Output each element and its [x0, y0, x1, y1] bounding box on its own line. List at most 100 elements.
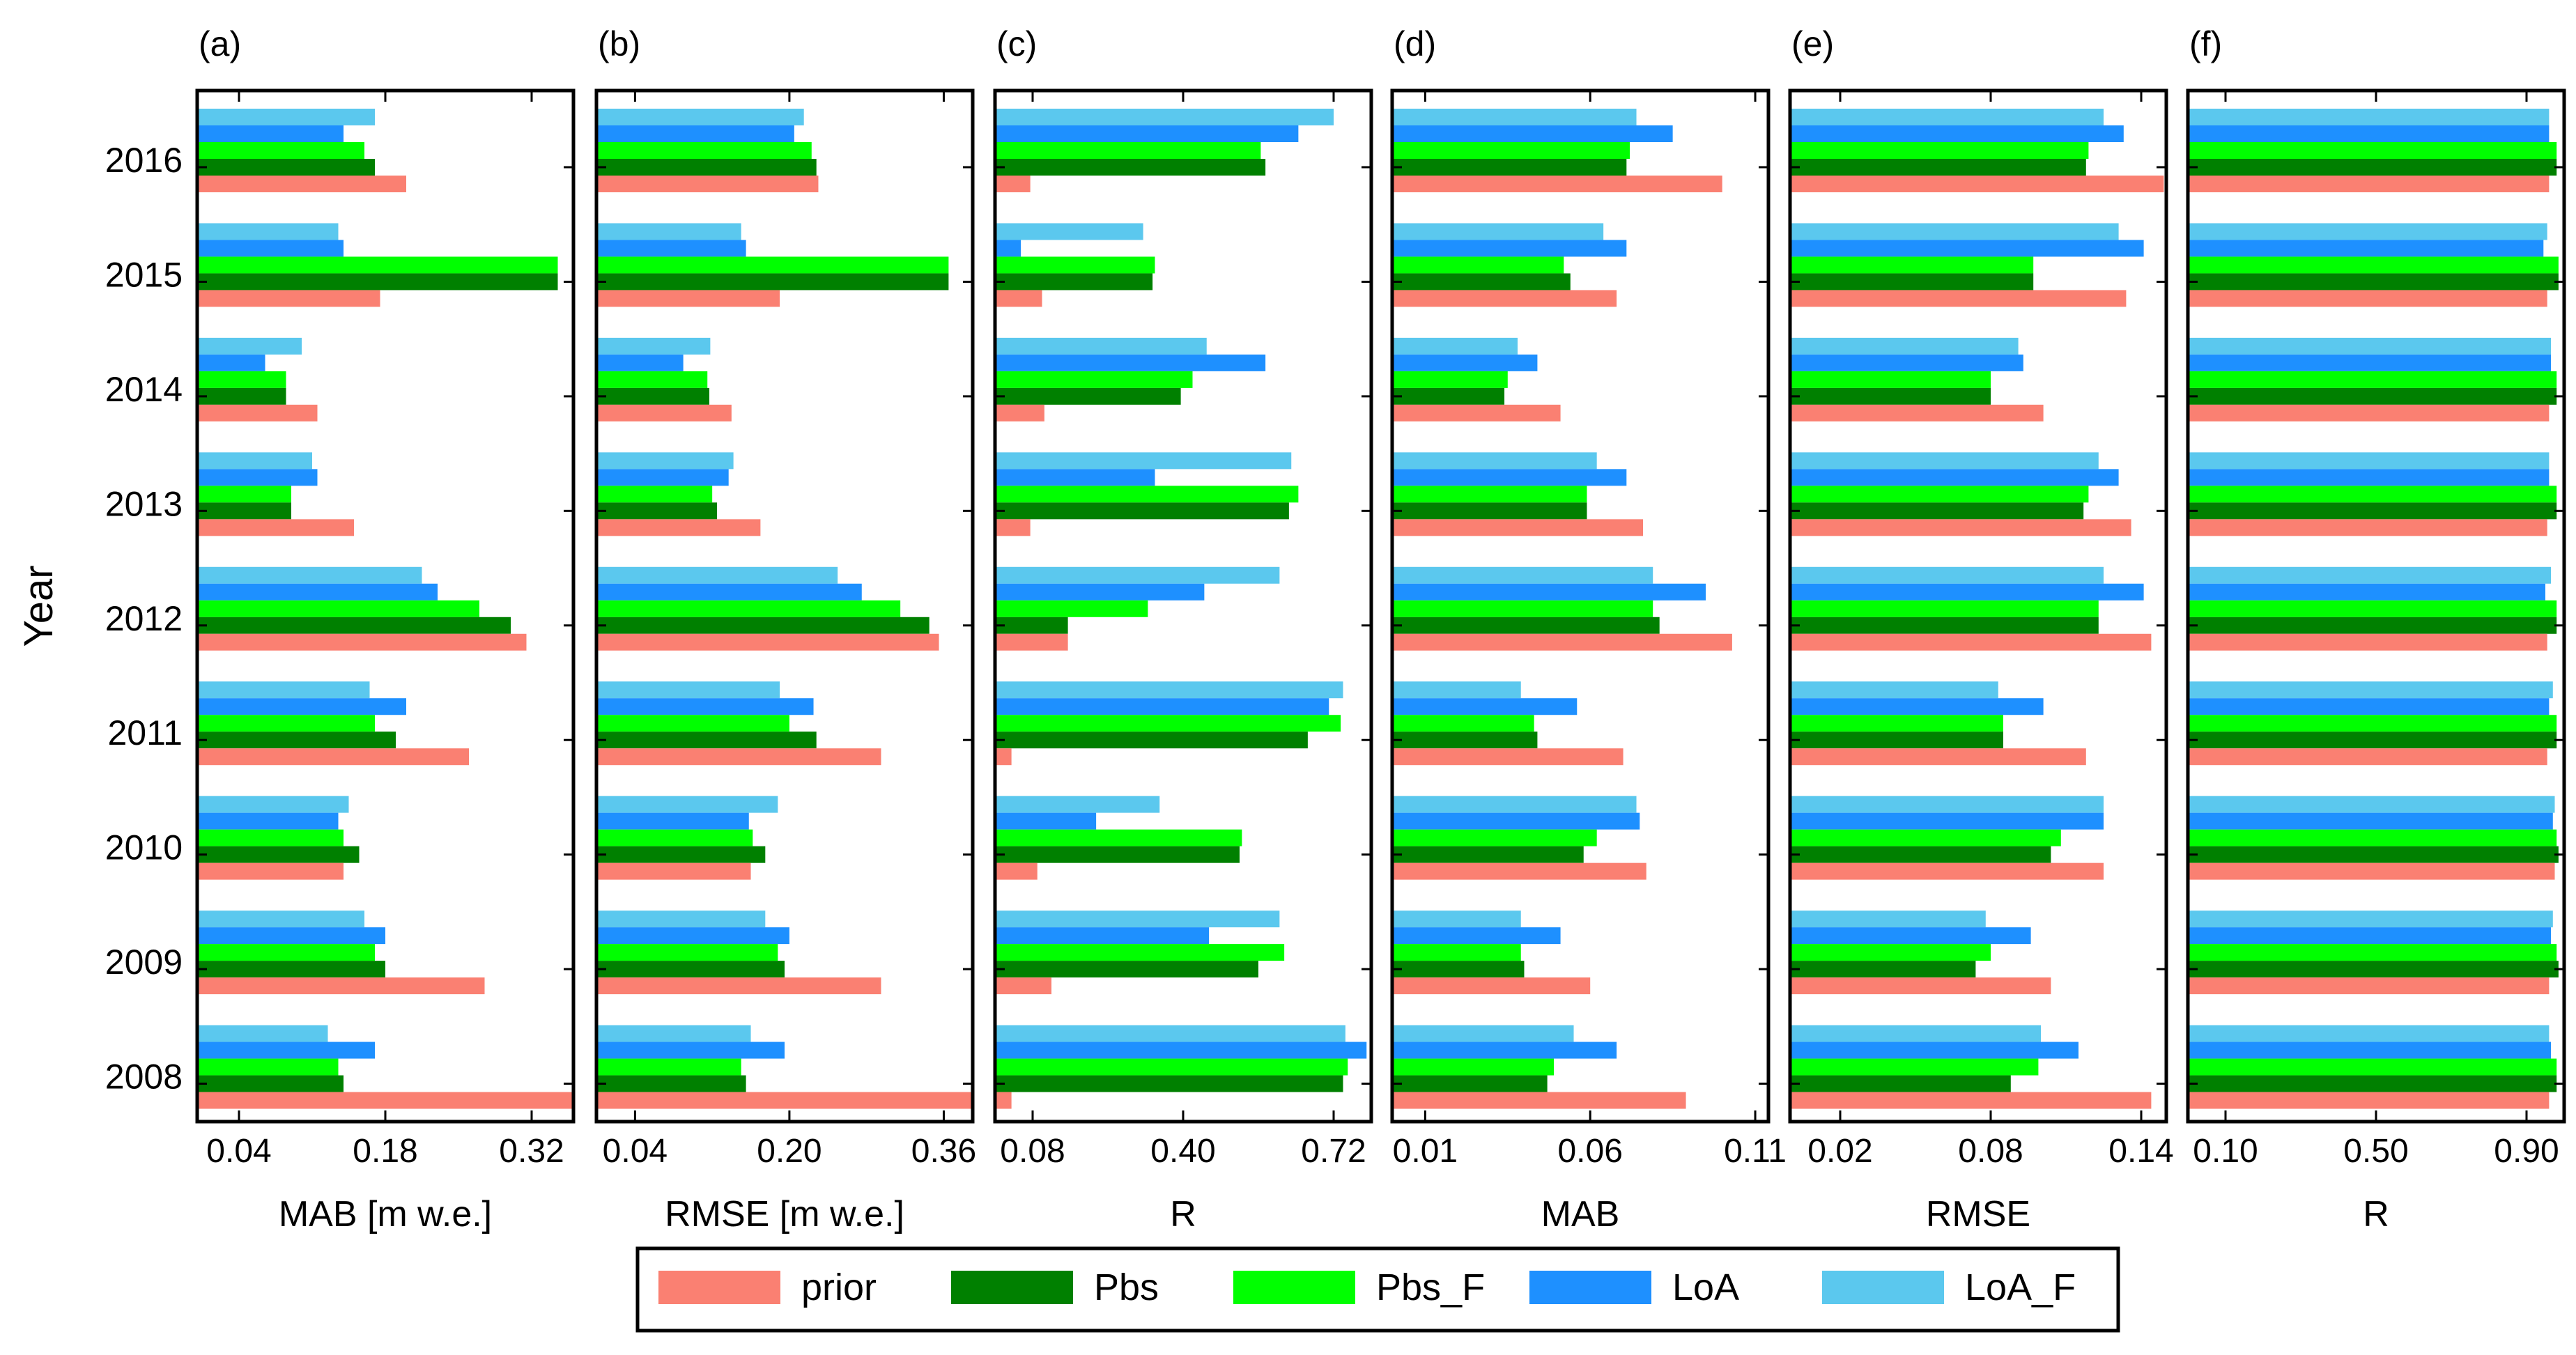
year-tick-label: 2008	[105, 1058, 183, 1097]
bar-pbs-f	[596, 256, 949, 274]
bar-loa-f	[2188, 452, 2550, 470]
bar-prior	[995, 633, 1068, 651]
bar-loa	[1790, 1042, 2078, 1059]
bar-loa-f	[995, 109, 1334, 125]
bar-loa	[995, 698, 1329, 715]
bar-pbs-f	[1392, 944, 1521, 961]
bar-loa-f	[1392, 796, 1637, 813]
bar-loa-f	[596, 452, 734, 470]
bar-prior	[1790, 633, 2152, 651]
bar-loa	[197, 1042, 375, 1059]
bar-pbs	[995, 1075, 1343, 1092]
legend-label-pbs-f: Pbs_F	[1376, 1267, 1485, 1308]
bar-prior	[2188, 633, 2547, 651]
bar-pbs	[2188, 273, 2559, 291]
bar-loa	[2188, 698, 2550, 715]
bar-pbs-f	[995, 715, 1341, 732]
bar-prior	[1790, 1092, 2152, 1109]
bar-pbs-f	[995, 142, 1261, 159]
bar-loa-f	[1790, 681, 1998, 699]
panel-frame	[1788, 88, 2168, 1124]
bar-loa-f	[995, 452, 1292, 470]
x-tick-label: 0.01	[1393, 1133, 1458, 1170]
bar-prior	[2188, 1092, 2550, 1109]
bar-prior	[2188, 519, 2547, 536]
bar-loa	[596, 1042, 785, 1059]
legend-label-loa-f: LoA_F	[1965, 1267, 2076, 1308]
legend-swatch-pbs-f	[1233, 1271, 1355, 1304]
bar-prior	[1392, 176, 1722, 192]
bar-prior	[2188, 748, 2547, 766]
year-tick-label: 2011	[107, 713, 183, 752]
bar-pbs-f	[1392, 600, 1653, 617]
bar-pbs	[1790, 846, 2051, 863]
bar-loa	[1392, 583, 1706, 601]
bar-prior	[2188, 176, 2550, 192]
bar-pbs	[2188, 387, 2557, 405]
bar-loa	[197, 125, 344, 142]
bar-loa	[197, 812, 339, 830]
x-tick-label: 0.04	[603, 1133, 668, 1170]
x-tick-label: 0.14	[2108, 1133, 2173, 1170]
bar-pbs	[197, 1075, 344, 1092]
x-axis-label: R	[1170, 1194, 1196, 1234]
bar-loa	[1392, 240, 1627, 257]
bar-loa	[1392, 698, 1578, 715]
bar-loa	[1790, 354, 2023, 371]
panel-c: (c) 0.08 0.40 0.72 R	[993, 24, 1373, 1234]
bar-loa-f	[2188, 681, 2553, 699]
x-tick-label: 0.36	[911, 1133, 976, 1170]
bar-pbs	[596, 159, 817, 176]
bar-loa-f	[197, 566, 422, 584]
bar-pbs-f	[1790, 486, 2089, 503]
bar-loa	[197, 469, 318, 486]
x-axis-label: MAB [m w.e.]	[279, 1194, 492, 1234]
bar-loa-f	[995, 223, 1143, 240]
bar-pbs-f	[995, 944, 1285, 961]
bar-pbs-f	[1790, 600, 2099, 617]
bar-loa-f	[1392, 337, 1518, 355]
panel-e: (e) 0.02 0.08 0.14 RMSE	[1788, 24, 2174, 1234]
x-tick-label: 0.90	[2494, 1133, 2559, 1170]
bar-pbs	[995, 731, 1308, 749]
bar-loa-f	[596, 109, 804, 125]
bar-pbs-f	[197, 371, 286, 388]
bar-pbs	[2188, 961, 2559, 978]
bar-loa-f	[197, 796, 349, 813]
bar-pbs-f	[995, 256, 1155, 274]
bar-pbs	[197, 846, 360, 863]
bar-pbs	[1392, 502, 1587, 520]
y-axis-label: Year	[16, 565, 61, 646]
bar-pbs-f	[1392, 371, 1508, 388]
bar-prior	[596, 862, 751, 880]
legend-label-pbs: Pbs	[1094, 1267, 1159, 1308]
bar-pbs-f	[995, 371, 1193, 388]
bar-pbs	[197, 387, 286, 405]
year-tick-label: 2010	[105, 828, 183, 867]
bar-prior	[197, 748, 469, 766]
bar-loa-f	[596, 1025, 751, 1042]
bar-pbs-f	[2188, 486, 2557, 503]
bar-loa	[1790, 469, 2119, 486]
bar-loa	[1392, 927, 1561, 945]
bar-pbs	[596, 617, 930, 634]
bar-pbs-f	[2188, 1058, 2557, 1076]
year-tick-labels: 2016 2015 2014 2013 2012 2011 2010 2009 2008	[105, 141, 183, 1097]
bar-prior	[2188, 290, 2547, 307]
bar-prior	[197, 404, 318, 421]
bar-loa	[2188, 1042, 2552, 1059]
bar-prior	[995, 862, 1038, 880]
bar-pbs	[1392, 1075, 1548, 1092]
bar-prior	[2188, 404, 2550, 421]
bar-loa-f	[1392, 1025, 1574, 1042]
bar-pbs	[596, 961, 785, 978]
bar-loa-f	[1790, 796, 2104, 813]
bar-loa-f	[1392, 681, 1521, 699]
bar-prior	[1392, 862, 1646, 880]
bar-pbs-f	[596, 715, 789, 732]
bar-prior	[596, 633, 939, 651]
x-tick-label: 0.50	[2343, 1133, 2408, 1170]
bar-loa-f	[197, 681, 370, 699]
bar-prior	[197, 977, 485, 995]
